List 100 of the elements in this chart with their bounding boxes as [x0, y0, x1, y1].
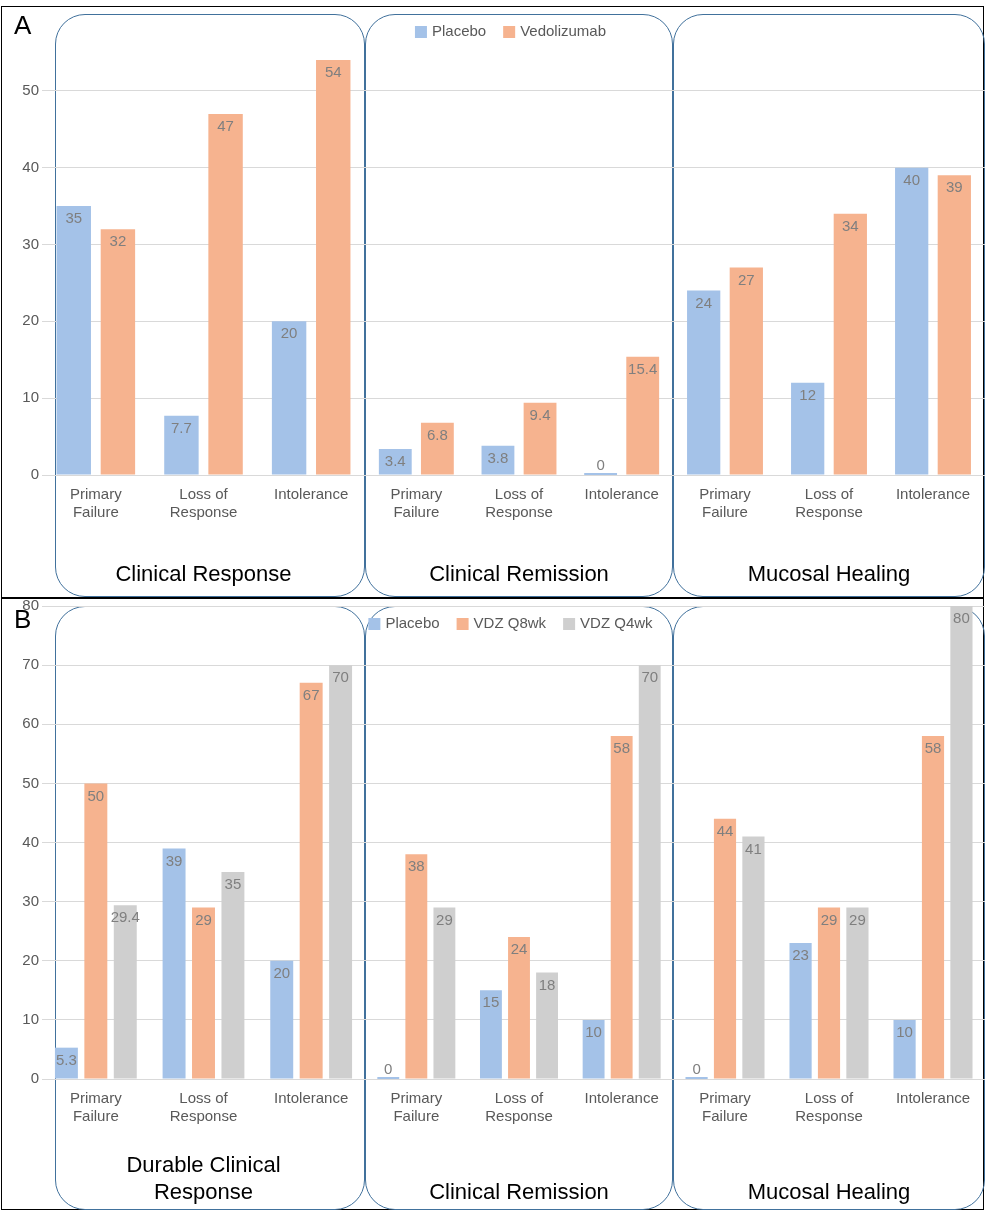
- x-tick-label: Primary Failure: [390, 1089, 443, 1125]
- data-label: 32: [109, 232, 127, 250]
- y-tick-label: 50: [22, 773, 39, 791]
- x-axis-title: Mucosal Healing: [747, 1178, 911, 1204]
- x-tick-label: Primary Failure: [390, 485, 443, 521]
- data-label: 3.4: [384, 452, 406, 470]
- data-label: 67: [302, 686, 320, 703]
- bar: [100, 229, 136, 475]
- x-tick-label: Primary Failure: [70, 1089, 123, 1125]
- legend-label: Placebo: [385, 614, 440, 632]
- bar: [582, 1019, 605, 1079]
- y-tick-label: 20: [22, 950, 39, 968]
- bar: [420, 422, 454, 475]
- y-tick-label: 10: [22, 1010, 39, 1028]
- data-label: 20: [273, 963, 291, 981]
- legend-label: Placebo: [431, 22, 487, 40]
- x-tick-label: Intolerance: [895, 1089, 971, 1107]
- y-tick-label: 30: [22, 891, 39, 909]
- data-label: 35: [224, 875, 242, 893]
- x-tick-label: Primary Failure: [699, 485, 752, 521]
- x-axis-title: Durable Clinical Response: [126, 1152, 281, 1204]
- bar: [729, 267, 763, 475]
- data-label: 41: [745, 839, 762, 857]
- data-label: 23: [792, 946, 809, 964]
- bar: [208, 113, 243, 475]
- bar: [817, 907, 841, 1079]
- data-label: 3.8: [487, 448, 509, 466]
- x-axis-title: Clinical Remission: [429, 560, 609, 586]
- data-label: 70: [641, 668, 659, 686]
- x-tick-label: Intolerance: [274, 1089, 349, 1107]
- y-tick-label: 10: [22, 388, 39, 406]
- bar: [164, 415, 199, 475]
- data-label: 5.3: [55, 1050, 77, 1068]
- x-axis-title: Mucosal Healing: [747, 560, 911, 586]
- y-tick-label: 50: [22, 80, 39, 98]
- x-tick-label: Loss of Response: [795, 1089, 863, 1125]
- data-label: 15: [482, 993, 500, 1011]
- bar: [479, 990, 502, 1079]
- data-label: 38: [407, 857, 425, 875]
- y-tick-label: 70: [22, 655, 39, 673]
- data-label: 39: [165, 851, 183, 869]
- data-label: 24: [695, 293, 713, 311]
- x-tick-label: Loss of Response: [485, 1089, 553, 1125]
- y-tick-label: 60: [22, 714, 39, 732]
- data-label: 70: [332, 668, 349, 686]
- legend-label: Vedolizumab: [520, 22, 607, 40]
- bar: [791, 382, 825, 475]
- data-label: 29: [849, 910, 866, 928]
- bar: [378, 448, 412, 475]
- bar: [937, 175, 971, 475]
- data-label: 47: [217, 117, 234, 135]
- data-label: 29.4: [110, 908, 140, 926]
- x-tick-label: Intolerance: [895, 485, 971, 503]
- y-tick-label: 40: [22, 157, 39, 175]
- x-tick-label: Intolerance: [584, 1089, 659, 1107]
- data-label: 39: [945, 178, 963, 196]
- data-label: 12: [799, 385, 817, 403]
- data-label: 27: [737, 270, 755, 288]
- data-label: 80: [953, 609, 970, 627]
- bar: [56, 206, 91, 475]
- bar: [162, 848, 186, 1079]
- x-tick-label: Loss of Response: [169, 1089, 238, 1125]
- bar: [299, 682, 323, 1079]
- text: A: [14, 10, 32, 41]
- data-label: 50: [87, 786, 105, 804]
- data-label: 24: [510, 940, 528, 958]
- bar: [895, 167, 929, 475]
- data-label: 20: [280, 324, 298, 342]
- data-label: 18: [538, 975, 556, 993]
- data-label: 58: [613, 739, 631, 757]
- data-label: 0: [692, 1060, 701, 1078]
- y-tick-label: 0: [30, 1069, 39, 1087]
- x-tick-label: Loss of Response: [795, 485, 863, 521]
- x-tick-label: Loss of Response: [485, 485, 553, 521]
- bar: [84, 783, 108, 1079]
- data-label: 29: [436, 910, 453, 928]
- x-tick-label: Intolerance: [584, 485, 659, 503]
- bar: [893, 1019, 916, 1079]
- data-label: 54: [324, 63, 342, 81]
- data-label: 29: [820, 910, 838, 928]
- y-tick-label: 30: [22, 234, 39, 252]
- data-label: 35: [65, 209, 83, 227]
- data-label: 0: [384, 1060, 393, 1078]
- data-label: 10: [896, 1023, 913, 1041]
- y-tick-label: 0: [30, 465, 39, 483]
- data-label: 6.8: [426, 425, 448, 443]
- bar: [271, 321, 307, 475]
- bar: [713, 818, 737, 1079]
- bar: [921, 736, 945, 1079]
- bar: [270, 960, 294, 1079]
- data-label: 10: [585, 1023, 602, 1041]
- legend-label: VDZ Q4wk: [580, 614, 654, 632]
- bar: [833, 213, 867, 475]
- data-label: 15.4: [628, 359, 658, 377]
- x-tick-label: Intolerance: [274, 485, 349, 503]
- bar: [687, 290, 721, 475]
- data-label: 34: [841, 216, 859, 234]
- data-label: 58: [924, 739, 942, 757]
- x-axis-title: Clinical Response: [115, 560, 292, 586]
- bar: [610, 736, 633, 1079]
